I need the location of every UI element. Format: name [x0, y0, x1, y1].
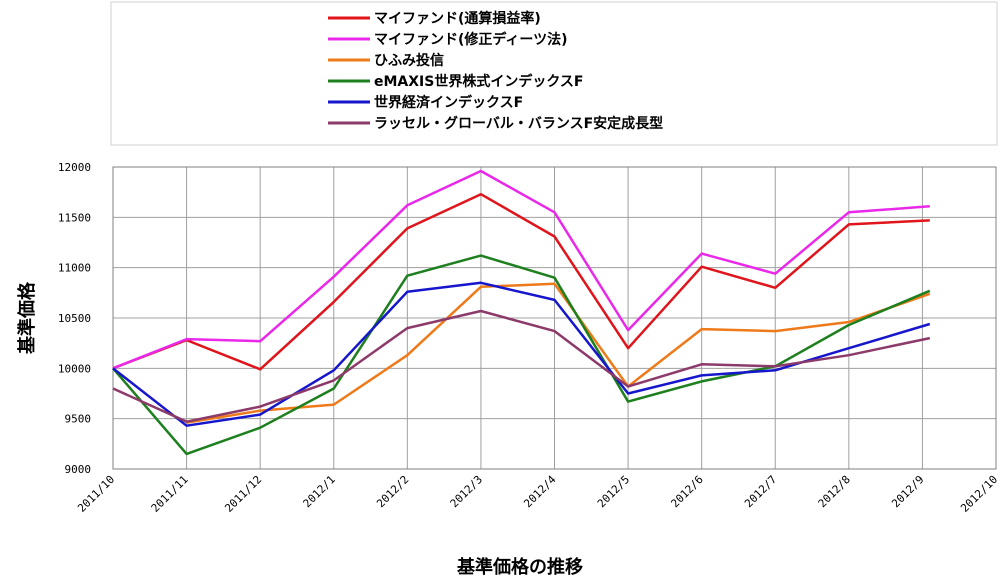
series-line-5: [112, 281, 931, 427]
legend-label-5: 世界経済インデックスF: [374, 94, 523, 111]
series-line-3: [186, 282, 931, 424]
series-line-2: [112, 169, 930, 370]
legend-label-1: マイファンド(通算損益率): [374, 10, 541, 27]
y-tick-label: 9500: [65, 413, 92, 426]
x-tick-label: 2011/10: [75, 473, 117, 515]
x-tick-label: 2012/7: [742, 473, 779, 510]
x-tick-labels: 2011/10 2011/11 2011/12 2012/1 2012/2 2012/3 2…: [75, 473, 1000, 515]
y-tick-label: 10500: [58, 312, 91, 325]
legend-label-3: ひふみ投信: [374, 52, 444, 69]
y-axis-title: 基準価格: [16, 281, 38, 355]
gridlines: [112, 166, 997, 470]
y-tick-label: 11500: [58, 211, 91, 224]
x-tick-label: 2011/12: [222, 473, 264, 515]
series-line-4: [112, 254, 931, 456]
y-tick-labels: 9000 9500 10000 10500 11000 11500 12000: [58, 161, 91, 476]
legend: マイファンド(通算損益率) マイファンド(修正ディーツ法) ひふみ投信 eMAXIS世…: [328, 10, 663, 132]
x-tick-label: 2012/8: [816, 473, 853, 510]
x-tick-label: 2012/3: [448, 473, 485, 510]
y-tick-label: 12000: [58, 161, 91, 174]
x-axis-title: 基準価格の推移: [456, 556, 583, 578]
x-tick-label: 2012/4: [521, 473, 559, 511]
x-tick-label: 2012/10: [958, 473, 1000, 515]
legend-label-2: マイファンド(修正ディーツ法): [374, 31, 568, 48]
y-tick-label: 9000: [65, 463, 92, 476]
series-line-6: [112, 309, 931, 423]
y-tick-label: 11000: [58, 262, 91, 275]
series-line-1: [112, 192, 930, 371]
y-tick-label: 10000: [58, 362, 91, 375]
legend-label-4: eMAXIS世界株式インデックスF: [374, 73, 584, 90]
series-lines: [112, 169, 931, 456]
x-tick-label: 2012/2: [374, 473, 411, 510]
x-tick-label: 2012/6: [668, 473, 705, 510]
x-tick-label: 2012/5: [595, 473, 632, 510]
legend-label-6: ラッセル・グローバル・バランスF安定成長型: [374, 115, 663, 132]
x-tick-label: 2012/9: [889, 473, 926, 510]
x-tick-label: 2012/1: [301, 473, 338, 510]
legend-box: [110, 1, 998, 146]
plot-frame: [112, 166, 997, 470]
x-tick-label: 2011/11: [149, 473, 191, 515]
